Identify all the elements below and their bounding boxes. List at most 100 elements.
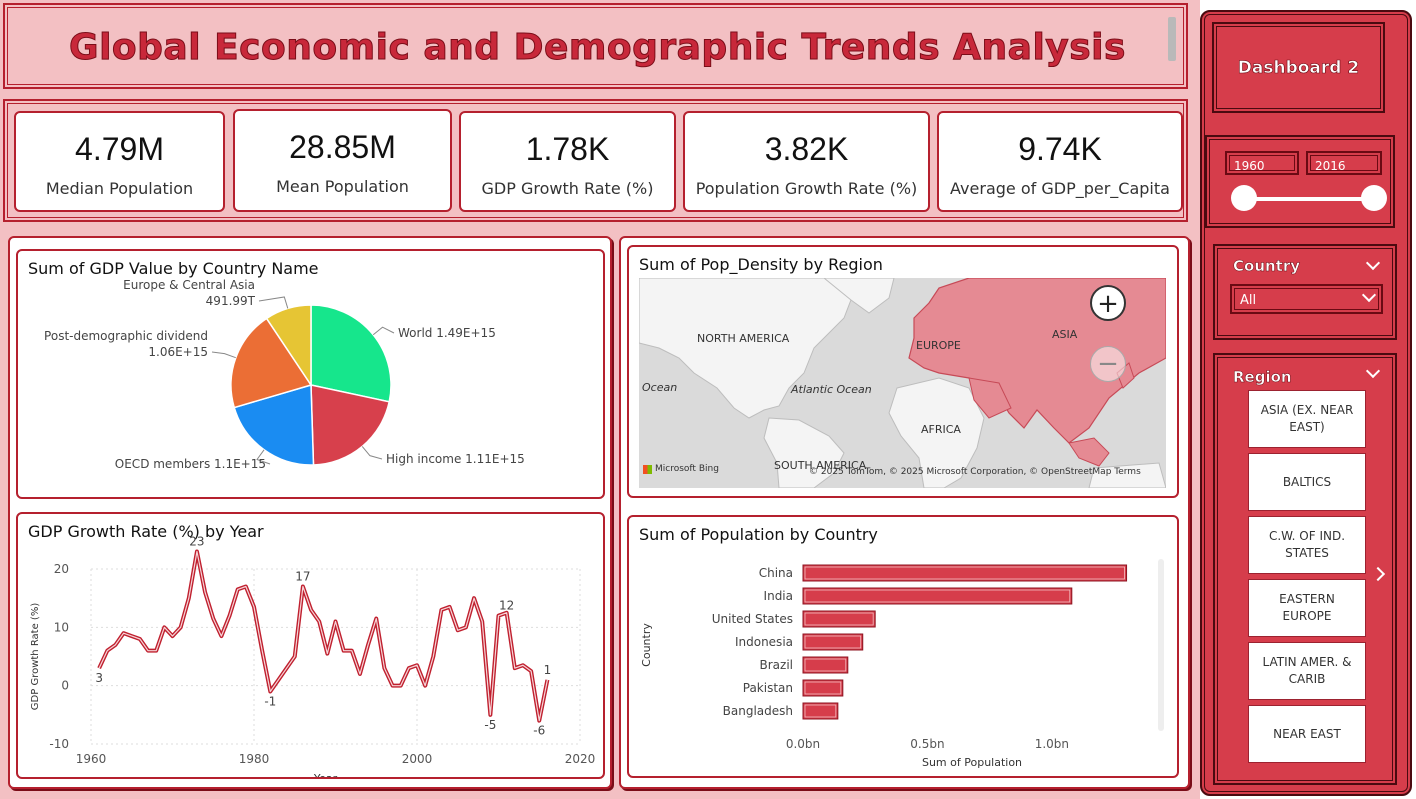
bar (802, 610, 876, 628)
kpi-value: 4.79M (75, 131, 164, 167)
x-tick-label: 0.0bn (786, 737, 820, 751)
data-label: -5 (484, 718, 496, 732)
region-option-near-east[interactable]: NEAR EAST (1248, 705, 1366, 763)
pie-label: OECD members 1.1E+15 (115, 457, 266, 471)
x-tick-label: 2020 (565, 752, 596, 766)
kpi-value: 9.74K (1018, 131, 1102, 167)
data-label: -1 (264, 695, 276, 709)
line-chart-card[interactable]: GDP Growth Rate (%) by Year -10 0 10 20 1960… (16, 512, 605, 779)
country-filter-frame: Country All (1213, 244, 1397, 340)
bar (802, 702, 839, 720)
y-tick-label: 0 (61, 679, 69, 693)
greenland-shape (823, 278, 895, 314)
y-axis-title: GDP Growth Rate (%) (30, 603, 41, 711)
chart-title: Sum of Population by Country (639, 525, 878, 544)
pie-leader-line (361, 446, 383, 460)
region-option-asia[interactable]: ASIA (EX. NEAR EAST) (1248, 390, 1366, 448)
chevron-down-icon[interactable] (1365, 363, 1381, 379)
bar (802, 587, 1073, 605)
y-tick-label: 10 (54, 620, 69, 634)
chevron-down-icon[interactable] (1365, 255, 1381, 271)
bar (802, 633, 864, 651)
data-label: 12 (499, 599, 514, 613)
category-label: Indonesia (735, 635, 793, 649)
x-axis-title: Sum of Population (922, 756, 1022, 769)
year-end-input[interactable]: 2016 (1306, 151, 1382, 175)
bar-inner-outline (804, 612, 874, 626)
map-card[interactable]: Sum of Pop_Density by Region NORTH AMERI… (627, 245, 1179, 498)
next-page-chevron-icon[interactable] (1370, 566, 1386, 582)
windows-logo-icon (643, 464, 652, 474)
year-slider-start-handle[interactable] (1231, 185, 1257, 211)
pie-chart: World 1.49E+15 High income 1.11E+15 OECD m… (44, 278, 525, 471)
region-option-latin-america[interactable]: LATIN AMER. & CARIB (1248, 642, 1366, 700)
x-tick-label: 1960 (76, 752, 107, 766)
kpi-value: 3.82K (764, 131, 849, 167)
country-dropdown-value: All (1240, 293, 1257, 308)
x-axis-title: Year (313, 772, 338, 777)
map-label-ocean: Ocean (642, 381, 678, 394)
bar (802, 564, 1128, 582)
zoom-in-button[interactable]: + (1090, 285, 1126, 321)
year-slider-end-handle[interactable] (1361, 185, 1387, 211)
kpi-row: 4.79M Median Population 28.85M Mean Popu… (3, 99, 1188, 222)
bing-logo: Microsoft Bing (643, 464, 719, 474)
bar-inner-outline (804, 566, 1125, 580)
dropdown-chevron-icon (1361, 287, 1377, 303)
pie-chart-card[interactable]: Sum of GDP Value by Country Name World 1… (16, 249, 605, 499)
data-label: 17 (295, 570, 310, 584)
region-options: ASIA (EX. NEAR EAST) BALTICS C.W. OF IND… (1248, 390, 1366, 780)
dashboard-button-frame: Dashboard 2 (1212, 22, 1385, 113)
africa-shape (888, 377, 985, 488)
category-label: United States (712, 612, 793, 626)
chart-title: Sum of GDP Value by Country Name (28, 259, 319, 278)
region-option-cw-ind-states[interactable]: C.W. OF IND. STATES (1248, 516, 1366, 574)
category-label: India (764, 589, 793, 603)
x-tick-label: 1.0bn (1035, 737, 1069, 751)
arabia-shape (968, 377, 1012, 419)
map-canvas[interactable]: NORTH AMERICA EUROPE ASIA AFRICA SOUTH A… (639, 278, 1166, 488)
map-label-south-america: SOUTH AMERICA (774, 459, 867, 472)
pie-leader-line (372, 326, 395, 336)
year-start-input[interactable]: 1960 (1225, 151, 1299, 175)
pie-label: World 1.49E+15 (398, 326, 496, 340)
country-dropdown[interactable]: All (1230, 284, 1383, 314)
data-label: 23 (189, 535, 204, 549)
pie-slice-3 (230, 317, 313, 409)
kpi-card-median-population: 4.79M Median Population (14, 111, 225, 212)
category-label: China (759, 566, 793, 580)
pie-leader-line (256, 449, 271, 465)
north-america-shape (639, 278, 855, 419)
kpi-label: Median Population (45, 179, 194, 198)
bar-inner-outline (804, 658, 847, 672)
dashboard-2-button[interactable]: Dashboard 2 (1237, 58, 1360, 79)
map-label-atlantic: Atlantic Ocean (791, 383, 872, 396)
y-tick-label: -10 (49, 737, 69, 751)
year-slider-frame: 1960 2016 (1205, 135, 1395, 228)
year-slider-track[interactable] (1244, 197, 1374, 201)
region-option-eastern-europe[interactable]: EASTERN EUROPE (1248, 579, 1366, 637)
kpi-label: GDP Growth Rate (%) (481, 179, 654, 198)
category-label: Pakistan (743, 681, 793, 695)
kpi-value: 28.85M (289, 129, 396, 165)
zoom-out-button[interactable]: − (1090, 346, 1126, 382)
australia-shape (1088, 462, 1166, 488)
pie-slice-4 (265, 304, 312, 388)
x-tick-label: 2000 (402, 752, 433, 766)
bar (802, 679, 844, 697)
data-label: 3 (95, 671, 103, 685)
line-series-inner (98, 550, 548, 722)
pie-leader-line (258, 296, 289, 309)
kpi-label: Average of GDP_per_Capita (950, 179, 1170, 198)
map-label-asia: ASIA (1052, 328, 1078, 341)
country-filter-label: Country (1233, 257, 1301, 276)
region-option-baltics[interactable]: BALTICS (1248, 453, 1366, 511)
chart-scrollbar[interactable] (1158, 559, 1164, 731)
pie-label: Europe & Central Asia (123, 278, 255, 292)
kpi-value: 1.78K (525, 131, 610, 167)
pie-slice-2 (233, 384, 315, 466)
bar-chart-card[interactable]: Sum of Population by Country China India U… (627, 515, 1179, 778)
title-scrollbar[interactable] (1168, 17, 1176, 61)
bar (802, 656, 849, 674)
bar-inner-outline (804, 635, 862, 649)
